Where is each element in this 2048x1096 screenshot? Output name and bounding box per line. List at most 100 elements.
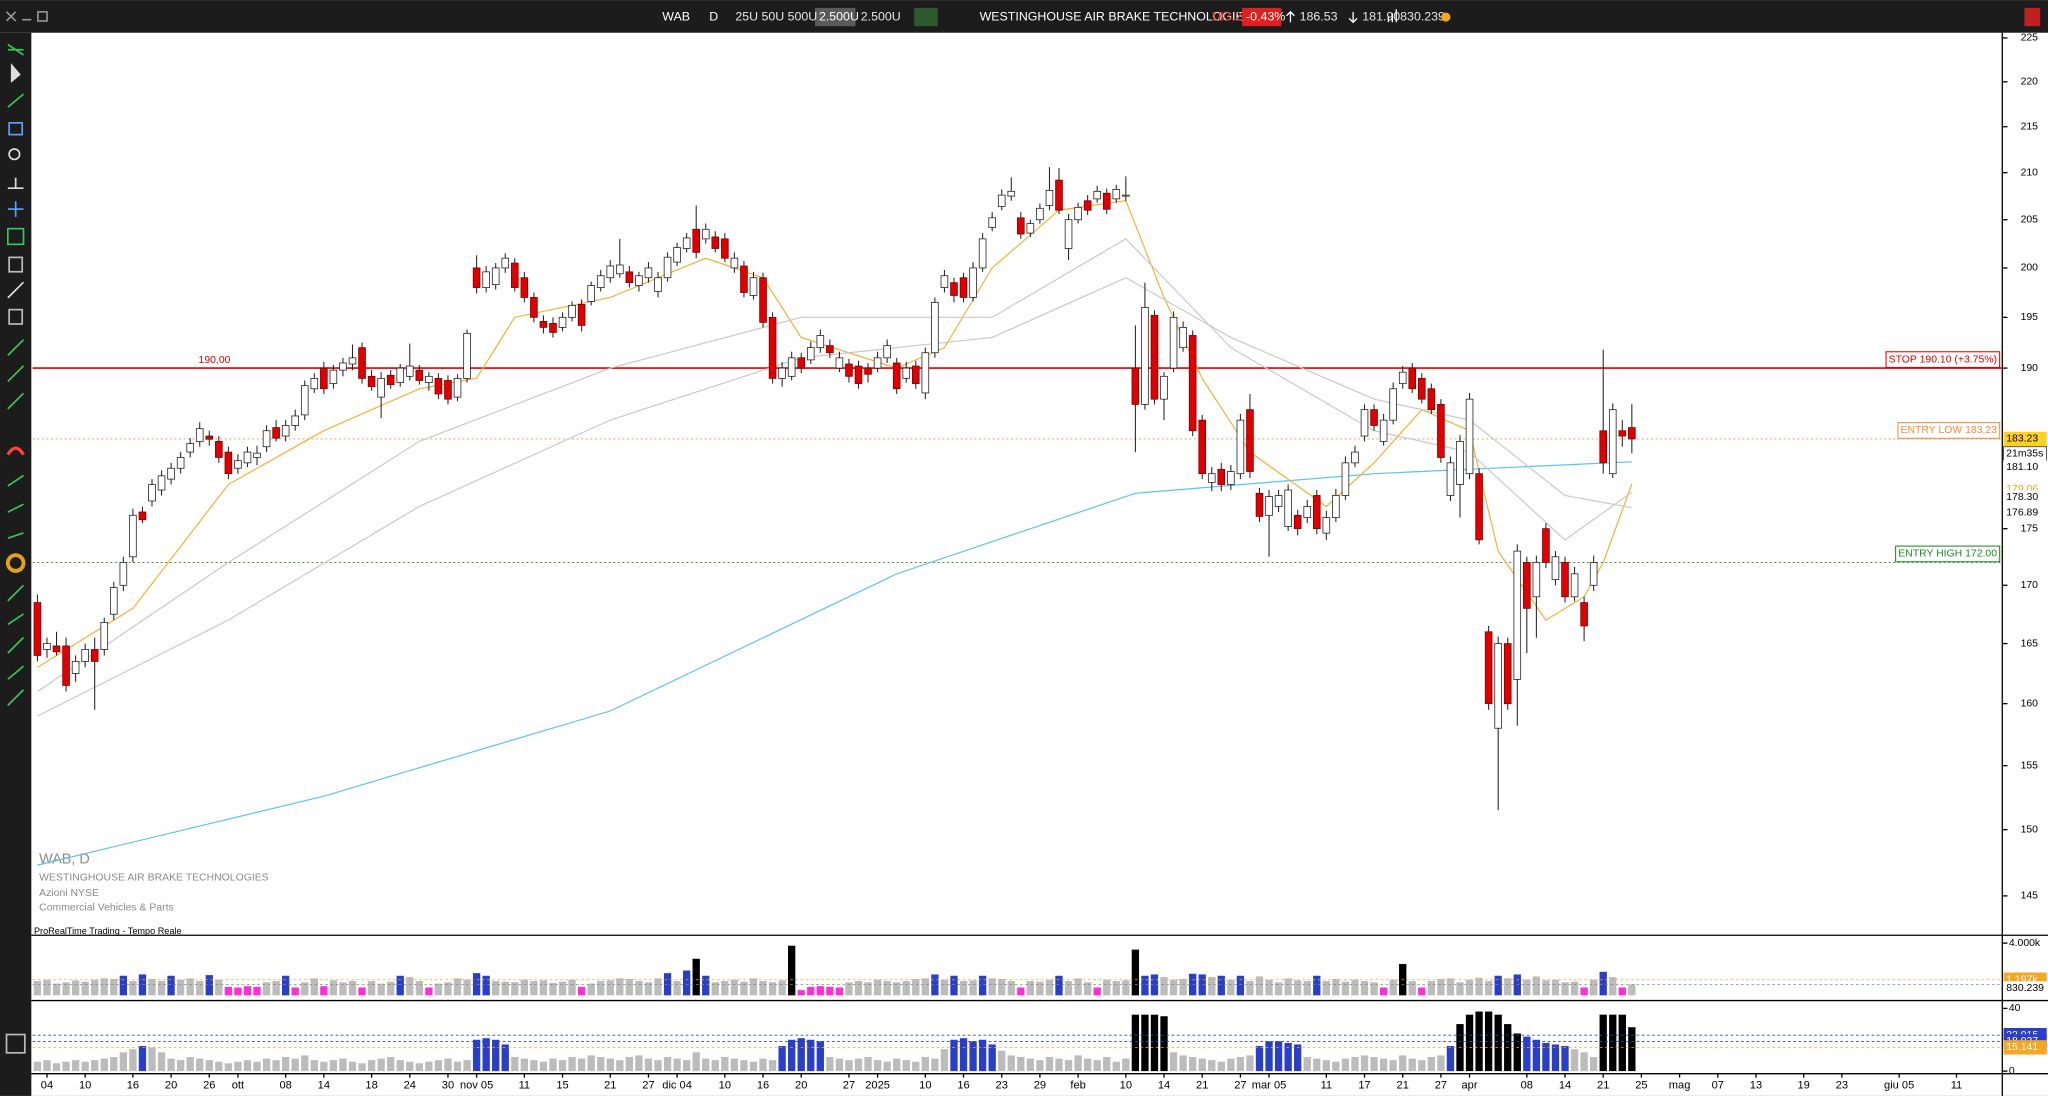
x-tick-label: 14 [1559, 1079, 1571, 1091]
bar [1332, 1061, 1340, 1072]
line-note-box [1895, 545, 2001, 563]
alert-button[interactable] [2024, 7, 2041, 27]
bar [301, 1055, 309, 1072]
candle-body [1074, 206, 1082, 221]
x-tick-label: 21 [1397, 1079, 1409, 1091]
unit-button[interactable]: 50U [761, 9, 784, 23]
bar [1313, 975, 1321, 996]
close-button[interactable] [5, 11, 17, 22]
y-tick-label: 145 [2021, 891, 2039, 902]
bar [1007, 980, 1015, 996]
x-tick-label: 25 [1635, 1079, 1647, 1091]
candle-body [1341, 462, 1350, 496]
candle-body [1169, 316, 1178, 369]
candle-body [1045, 190, 1054, 206]
bar [1360, 980, 1369, 996]
bar [883, 1061, 891, 1072]
candle-body [587, 285, 595, 302]
candle-body [491, 267, 500, 285]
price-tag: 183.23 [2006, 434, 2038, 445]
change: -0.43% [1246, 9, 1285, 23]
tool-icon[interactable] [7, 584, 25, 706]
move-tool[interactable] [7, 201, 24, 217]
x-tick-label: 08 [1521, 1079, 1533, 1091]
candle-body [787, 357, 796, 377]
color-tool[interactable] [5, 553, 26, 573]
tool-icon[interactable] [7, 474, 24, 540]
bar [959, 1038, 968, 1072]
bar [1551, 979, 1560, 996]
y-tick-label: 165 [2021, 638, 2039, 649]
line-label: 190,00 [199, 355, 231, 366]
bar [1542, 1042, 1550, 1072]
candle-body [453, 378, 462, 398]
candle-body [1475, 473, 1483, 541]
y-tick-label: 160 [2021, 698, 2039, 709]
unit-button[interactable]: 2.500U [819, 9, 859, 23]
bar [940, 979, 949, 996]
pointer-tool[interactable] [10, 63, 21, 83]
bar [950, 1039, 958, 1072]
candle-body [1523, 562, 1531, 609]
bar [549, 982, 557, 996]
unit-button[interactable]: 500U [788, 9, 818, 23]
tool-icon[interactable] [7, 43, 24, 56]
bar [119, 1052, 128, 1072]
candle-body [215, 440, 223, 458]
bar [62, 982, 70, 996]
unit-field[interactable]: 2.500U [861, 9, 901, 23]
bar [1465, 1014, 1474, 1072]
candle-body [339, 362, 347, 371]
info-market: Azioni NYSE [39, 888, 99, 899]
alert-tool[interactable] [7, 177, 24, 190]
bar [1198, 974, 1206, 996]
tool-icon[interactable] [7, 281, 25, 299]
tool-icon[interactable] [7, 93, 25, 108]
bar [262, 982, 271, 996]
maximize-button[interactable] [37, 11, 48, 22]
candle-body [62, 645, 70, 686]
bar [1255, 1046, 1264, 1072]
y-tick-label: 210 [2021, 167, 2039, 178]
bar [835, 1058, 844, 1072]
bar [110, 1056, 118, 1072]
symbol-field[interactable]: WAB [662, 9, 690, 23]
bar [721, 980, 729, 996]
bar [978, 1039, 987, 1072]
candle-body [1418, 378, 1426, 400]
bar [1055, 975, 1063, 996]
delete-tool[interactable] [8, 308, 24, 325]
tool-icon[interactable] [8, 256, 24, 273]
magnet-tool[interactable] [6, 446, 25, 456]
bar [205, 1060, 213, 1072]
bar [1103, 1056, 1111, 1072]
period-field[interactable]: D [709, 9, 718, 23]
bar [243, 986, 252, 996]
bar [234, 987, 242, 996]
bar [387, 981, 395, 996]
tool-icon[interactable] [7, 339, 25, 410]
tool-icon[interactable] [8, 122, 24, 136]
bar [1236, 1056, 1245, 1072]
bar [1284, 978, 1292, 996]
bar [558, 1060, 567, 1072]
bar [539, 980, 548, 996]
bar [1332, 979, 1340, 996]
candle-body [711, 236, 720, 249]
y-tick-label: 150 [2021, 824, 2039, 835]
candle-body [730, 257, 739, 269]
bar [1484, 980, 1493, 996]
bar [425, 1061, 433, 1072]
bar [176, 1060, 185, 1072]
zoom-tool[interactable] [8, 148, 21, 161]
candle-body [1198, 419, 1206, 475]
settings-icon[interactable] [5, 1033, 26, 1054]
bar [1370, 1056, 1378, 1072]
text-tool[interactable] [6, 227, 25, 246]
bar [1360, 1055, 1369, 1072]
unit-button[interactable]: 25U [735, 9, 758, 23]
bar [1580, 1052, 1588, 1072]
bar [358, 1063, 366, 1072]
chart-style-button[interactable] [914, 7, 938, 27]
